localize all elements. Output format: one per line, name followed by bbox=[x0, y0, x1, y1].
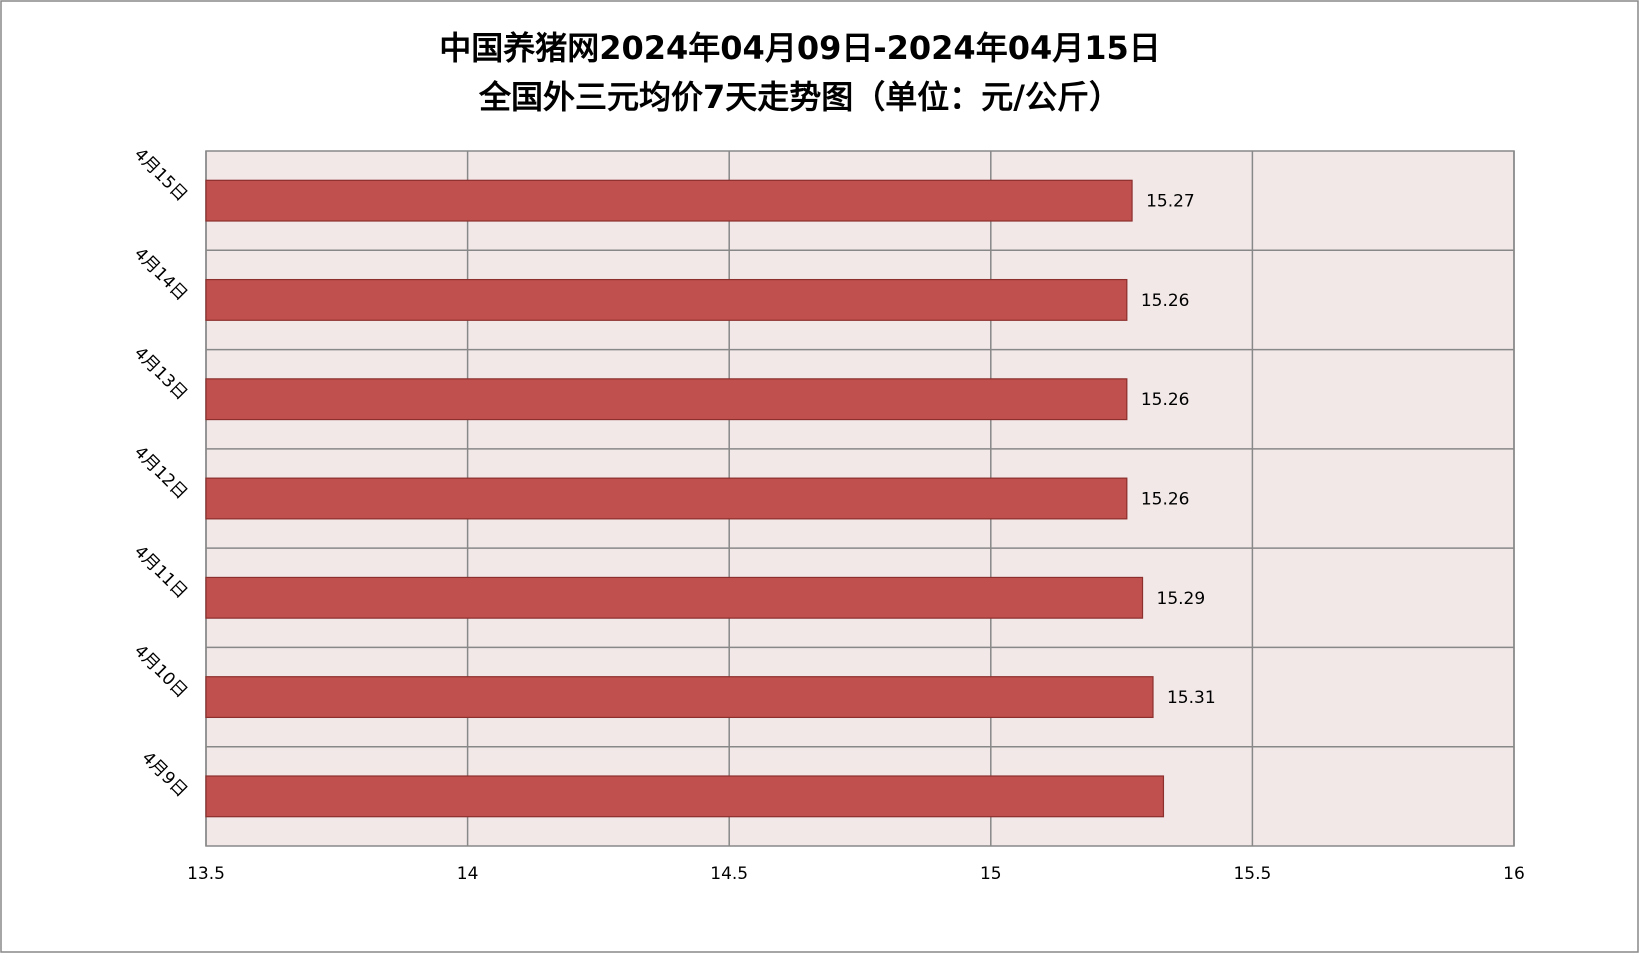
x-tick-label: 14 bbox=[457, 864, 479, 884]
bar bbox=[205, 378, 1128, 421]
bar bbox=[205, 576, 1144, 619]
bar bbox=[205, 278, 1128, 321]
bar bbox=[205, 477, 1128, 520]
bar bbox=[205, 676, 1154, 719]
chart-title: 中国养猪网2024年04月09日-2024年04月15日 bbox=[439, 29, 1161, 67]
bar bbox=[205, 179, 1133, 222]
chart-subtitle: 全国外三元均价7天走势图（单位：元/公斤） bbox=[478, 78, 1121, 116]
x-tick-label: 15 bbox=[980, 864, 1002, 884]
bar bbox=[205, 775, 1165, 818]
data-label: 15.29 bbox=[1157, 589, 1206, 609]
data-label: 15.31 bbox=[1167, 688, 1216, 708]
data-label: 15.26 bbox=[1141, 390, 1190, 410]
x-tick-label: 14.5 bbox=[710, 864, 748, 884]
x-tick-label: 13.5 bbox=[187, 864, 225, 884]
x-tick-label: 15.5 bbox=[1233, 864, 1271, 884]
data-label: 15.26 bbox=[1141, 490, 1190, 510]
data-label: 15.27 bbox=[1146, 192, 1195, 212]
x-tick-label: 16 bbox=[1503, 864, 1525, 884]
data-label: 15.26 bbox=[1141, 291, 1190, 311]
